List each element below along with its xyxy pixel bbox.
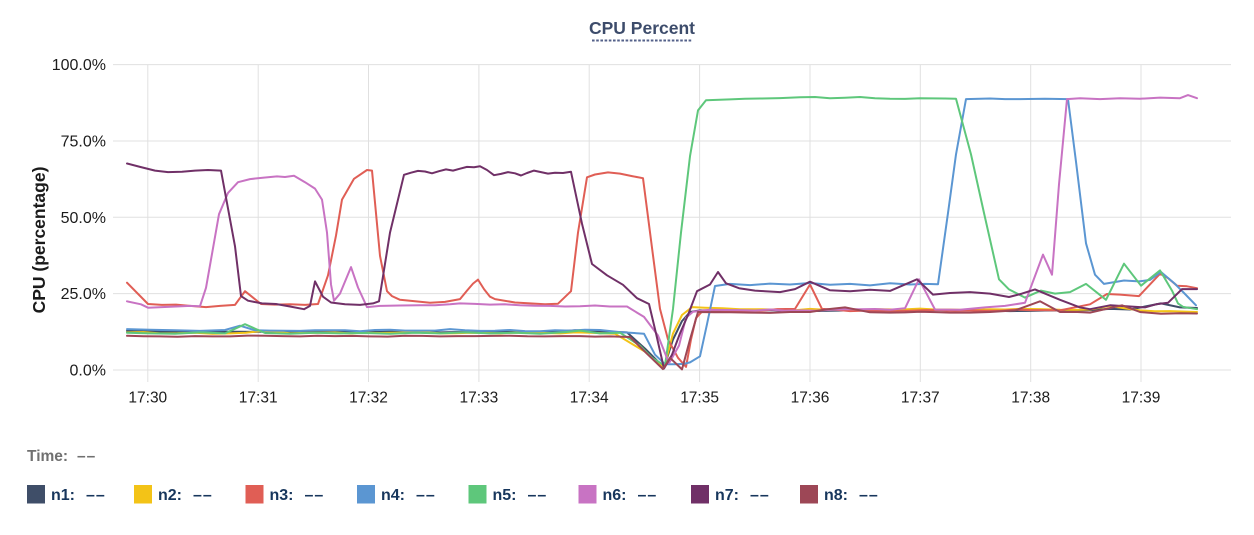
svg-text:n4:: n4:	[381, 487, 405, 504]
svg-text:0.0%: 0.0%	[70, 363, 106, 380]
svg-text:17:35: 17:35	[680, 390, 719, 407]
svg-text:50.0%: 50.0%	[61, 210, 106, 227]
svg-text:––: ––	[750, 487, 770, 504]
svg-text:17:34: 17:34	[570, 390, 609, 407]
svg-text:––: ––	[416, 487, 436, 504]
svg-text:––: ––	[77, 448, 96, 465]
svg-text:n7:: n7:	[715, 487, 739, 504]
svg-text:––: ––	[638, 487, 658, 504]
svg-text:n1:: n1:	[51, 487, 75, 504]
svg-text:17:33: 17:33	[460, 390, 499, 407]
svg-text:17:39: 17:39	[1122, 390, 1161, 407]
svg-text:––: ––	[528, 487, 548, 504]
svg-text:17:32: 17:32	[349, 390, 388, 407]
svg-text:100.0%: 100.0%	[52, 57, 106, 74]
svg-text:17:31: 17:31	[239, 390, 278, 407]
svg-text:17:30: 17:30	[128, 390, 167, 407]
svg-text:75.0%: 75.0%	[61, 134, 106, 151]
svg-text:25.0%: 25.0%	[61, 286, 106, 303]
svg-text:17:38: 17:38	[1011, 390, 1050, 407]
svg-text:n5:: n5:	[493, 487, 517, 504]
svg-text:n6:: n6:	[603, 487, 627, 504]
svg-text:n8:: n8:	[824, 487, 848, 504]
svg-text:––: ––	[859, 487, 879, 504]
svg-text:CPU Percent: CPU Percent	[589, 18, 695, 38]
svg-text:Time:: Time:	[27, 448, 68, 465]
svg-text:––: ––	[193, 487, 213, 504]
svg-text:––: ––	[86, 487, 106, 504]
svg-text:17:37: 17:37	[901, 390, 940, 407]
svg-text:––: ––	[305, 487, 325, 504]
svg-text:n3:: n3:	[270, 487, 294, 504]
svg-text:CPU (percentage): CPU (percentage)	[29, 167, 49, 314]
svg-text:17:36: 17:36	[791, 390, 830, 407]
svg-text:n2:: n2:	[158, 487, 182, 504]
